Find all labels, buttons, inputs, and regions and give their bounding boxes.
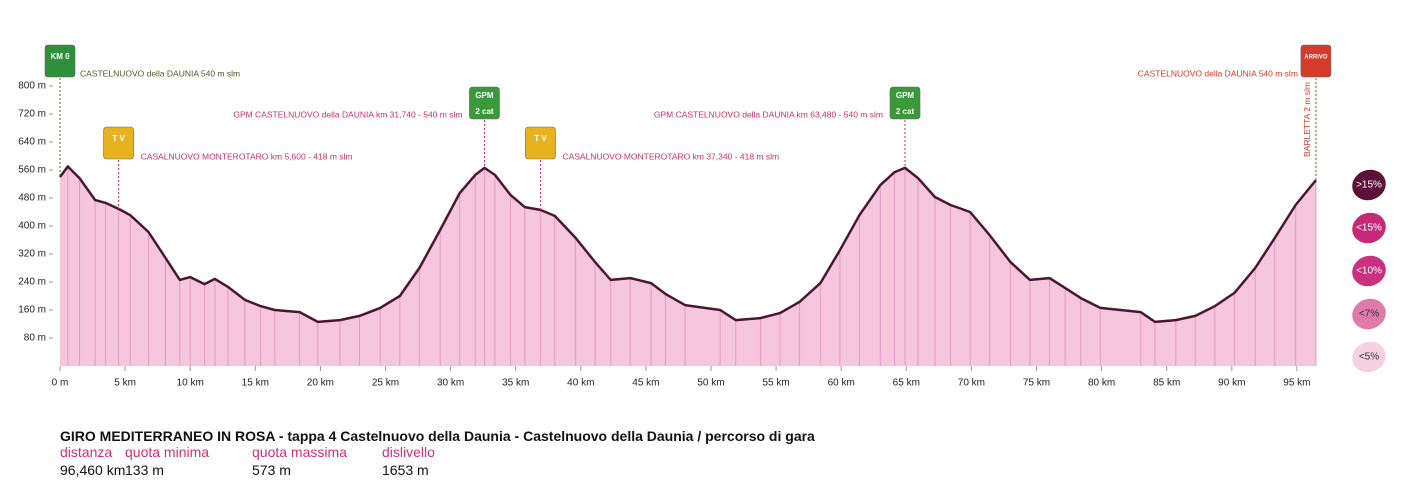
legend-label: >15% [1356,180,1382,191]
y-tick-label: 80 m [24,333,46,344]
info-label: quota minima [125,444,210,460]
legend-swatch [1352,212,1386,244]
y-tick-label: 800 m [18,81,46,92]
profile-area [60,166,1316,366]
x-tick-label: 40 km [567,378,594,389]
badge-text: T V [112,134,125,143]
marker-badge [103,126,134,160]
marker-label: GPM CASTELNUOVO della DAUNIA km 31,740 -… [233,109,462,119]
legend-swatch [1352,298,1386,330]
stage-title: GIRO MEDITERRANEO IN ROSA - tappa 4 Cast… [60,428,815,444]
y-tick-label: 160 m [18,305,46,316]
x-tick-label: 85 km [1153,378,1180,389]
badge-text: ARRIVO [1304,55,1328,61]
y-tick-label: 320 m [18,249,46,260]
info-value: 1653 m [382,462,429,478]
y-tick-label: 640 m [18,137,46,148]
x-tick-label: 65 km [893,378,920,389]
marker-label: CASTELNUOVO della DAUNIA 540 m slm [1138,68,1298,78]
legend-label: <5% [1359,352,1379,363]
x-tick-label: 75 km [1023,378,1050,389]
y-tick-label: 560 m [18,165,46,176]
x-tick-label: 70 km [958,378,985,389]
marker-label: CASALNUOVO MONTEROTARO km 5,600 - 418 m … [141,151,353,161]
profile-line [58,165,1317,324]
legend-swatch [1352,255,1386,287]
x-tick-label: 90 km [1218,378,1245,389]
x-tick-label: 95 km [1283,378,1310,389]
marker-label: CASTELNUOVO della DAUNIA 540 m slm [80,68,240,78]
x-tick-label: 50 km [697,378,724,389]
y-tick-label: 240 m [18,277,46,288]
y-tick-label: 720 m [18,109,46,120]
info-label: dislivello [382,444,435,460]
y-tick-label: 480 m [18,193,46,204]
x-tick-label: 55 km [762,378,789,389]
chart: 80 m 160 m 240 m 320 m 400 m 480 m 560 m 640 m 7… [18,44,1386,389]
badge-text: T V [534,134,547,143]
info-labels: distanza quota minima quota massima disl… [60,444,815,462]
badge-text: GPM [896,91,915,100]
badge-text: 2 cat [475,107,494,116]
marker-badge [889,86,921,120]
x-tick-label: 45 km [632,378,659,389]
x-tick-label: 25 km [372,378,399,389]
y-tick-label: 400 m [18,221,46,232]
legend-label: <7% [1359,309,1379,320]
info-value: 133 m [125,462,164,478]
x-tick-label: 10 km [177,378,204,389]
x-tick-label: 35 km [502,378,529,389]
marker-badge [525,126,556,160]
vertical-label: BARLETTA 2 m slm [1302,82,1312,157]
info-values: 96,460 km 133 m 573 m 1653 m [60,462,815,480]
marker-badge [469,86,500,120]
badge-text: GPM [475,91,494,100]
marker-badge [1300,44,1332,78]
marker-badge [44,44,76,78]
x-tick-label: 0 m [52,378,69,389]
info-label: distanza [60,444,113,460]
badge-text: 2 cat [896,107,915,116]
legend-swatch [1352,169,1386,201]
legend-label: <15% [1356,223,1382,234]
marker-label: CASALNUOVO MONTEROTARO km 37,340 - 418 m… [562,151,779,161]
x-tick-label: 60 km [828,378,855,389]
legend-label: <10% [1356,266,1382,277]
stage-info: GIRO MEDITERRANEO IN ROSA - tappa 4 Cast… [60,428,815,480]
x-tick-label: 15 km [242,378,269,389]
info-value: 573 m [252,462,291,478]
x-tick-label: 5 km [114,378,136,389]
x-tick-label: 20 km [307,378,334,389]
info-label: quota massima [252,444,347,460]
legend-swatch [1352,341,1386,373]
x-tick-label: 30 km [437,378,464,389]
x-tick-label: 80 km [1088,378,1115,389]
badge-text: KM 0 [50,52,70,61]
info-value: 96,460 km [60,462,126,478]
marker-label: GPM CASTELNUOVO della DAUNIA km 63,480 -… [654,109,883,119]
